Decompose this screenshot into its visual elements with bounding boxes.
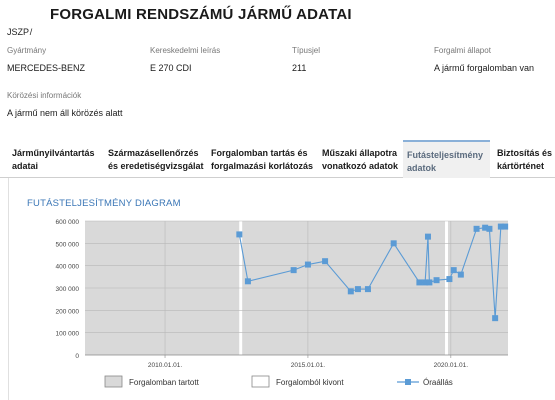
tab-origin-check-line1: Származásellenőrzés [108, 148, 199, 158]
tab-insurance-line1: Biztosítás és [497, 148, 553, 158]
mileage-chart-panel: FUTÁSTELJESÍTMÉNY DIAGRAM 600 000 500 000… [8, 178, 555, 400]
tab-registry[interactable]: Járműnyilvántartás adatai [12, 140, 110, 178]
data-point [433, 277, 440, 284]
data-point [446, 276, 453, 283]
tab-registry-line2: adatai [12, 161, 39, 171]
data-point [486, 225, 493, 232]
data-point [426, 279, 433, 286]
legend-label-1: Forgalomból kivont [276, 378, 344, 387]
y-tick-label: 300 000 [56, 286, 80, 293]
tab-origin-check-line2: és eredetiségvizsgálat [108, 161, 204, 171]
field-commercial-label: Kereskedelmi leírás [150, 46, 221, 55]
data-point [450, 267, 457, 274]
data-point [492, 315, 499, 322]
data-point [354, 286, 361, 293]
tab-insurance-line2: kártörténet [497, 161, 545, 171]
field-status: Forgalmi állapot A jármű forgalomban van [434, 46, 534, 73]
field-commercial-value: E 270 CDI [150, 63, 192, 73]
field-wanted-label: Körözési információk [7, 91, 82, 100]
data-point [457, 271, 464, 278]
tab-circulation[interactable]: Forgalomban tartás és forgalmazási korlá… [211, 140, 319, 178]
legend-label-2: Óraállás [423, 378, 453, 387]
y-tick-label: 400 000 [56, 264, 80, 271]
data-point [473, 225, 480, 232]
field-status-label: Forgalmi állapot [434, 46, 491, 55]
x-tick-label: 2010.01.01. [148, 362, 183, 369]
data-point [497, 223, 504, 230]
field-wanted-value: A jármű nem áll körözés alatt [7, 108, 123, 118]
legend-swatch-1 [251, 375, 270, 388]
field-status-value: A jármű forgalomban van [434, 63, 535, 73]
data-point [244, 278, 251, 285]
data-point [290, 267, 297, 274]
legend-marker-icon [405, 379, 411, 385]
field-type-label: Típusjel [292, 46, 321, 55]
y-tick-label: 200 000 [56, 308, 80, 315]
tab-circulation-line2: forgalmazási korlátozás [211, 161, 314, 171]
y-tick-label: 600 000 [56, 219, 80, 226]
plate-number: JSZP / [7, 27, 33, 37]
tab-technical-line1: Műszaki állapotra [322, 148, 398, 158]
data-point [422, 279, 429, 286]
legend-swatch-0 [104, 375, 123, 388]
field-make-label: Gyártmány [7, 46, 47, 55]
tab-insurance[interactable]: Biztosítás és kártörténet [497, 140, 555, 178]
tab-mileage[interactable]: Futásteljesítmény adatok [403, 140, 490, 178]
tab-mileage-line2: adatok [407, 163, 437, 173]
data-point [482, 224, 489, 231]
page-title: FORGALMI RENDSZÁMÚ JÁRMŰ ADATAI [50, 6, 352, 23]
data-point [416, 279, 423, 286]
x-tick-label: 2020.01.01. [434, 362, 469, 369]
field-make-value: MERCEDES-BENZ [7, 63, 86, 73]
mileage-chart: 600 000 500 000 400 000 300 000 200 000 100 0… [56, 219, 509, 388]
data-point [364, 286, 371, 293]
tab-circulation-line1: Forgalomban tartás és [211, 148, 308, 158]
data-point [322, 258, 329, 265]
tab-technical[interactable]: Műszaki állapotra vonatkozó adatok [322, 140, 402, 178]
y-tick-label: 500 000 [56, 241, 80, 248]
field-type: Típusjel 211 [292, 46, 320, 73]
field-type-value: 211 [292, 63, 307, 73]
tab-mileage-line1: Futásteljesítmény [407, 150, 484, 160]
field-wanted: Körözési információk A jármű nem áll kör… [7, 91, 123, 118]
data-point [304, 261, 311, 268]
tab-origin-check[interactable]: Származásellenőrzés és eredetiségvizsgál… [108, 140, 206, 178]
field-commercial: Kereskedelmi leírás E 270 CDI [150, 46, 220, 73]
tab-technical-line2: vonatkozó adatok [322, 161, 399, 171]
y-tick-label: 0 [75, 353, 79, 360]
tab-registry-line1: Járműnyilvántartás [12, 148, 95, 158]
data-point [424, 233, 431, 240]
x-tick-label: 2015.01.01. [291, 362, 326, 369]
data-point [390, 240, 397, 247]
tab-bar: Járműnyilvántartás adatai Származásellen… [0, 140, 555, 178]
chart-title: FUTÁSTELJESÍTMÉNY DIAGRAM [27, 198, 181, 209]
data-point [502, 223, 509, 230]
data-point [347, 288, 354, 295]
y-tick-label: 100 000 [56, 331, 80, 338]
data-point [236, 231, 243, 238]
field-make: Gyártmány MERCEDES-BENZ [7, 46, 85, 73]
legend-label-0: Forgalomban tartott [129, 378, 200, 387]
